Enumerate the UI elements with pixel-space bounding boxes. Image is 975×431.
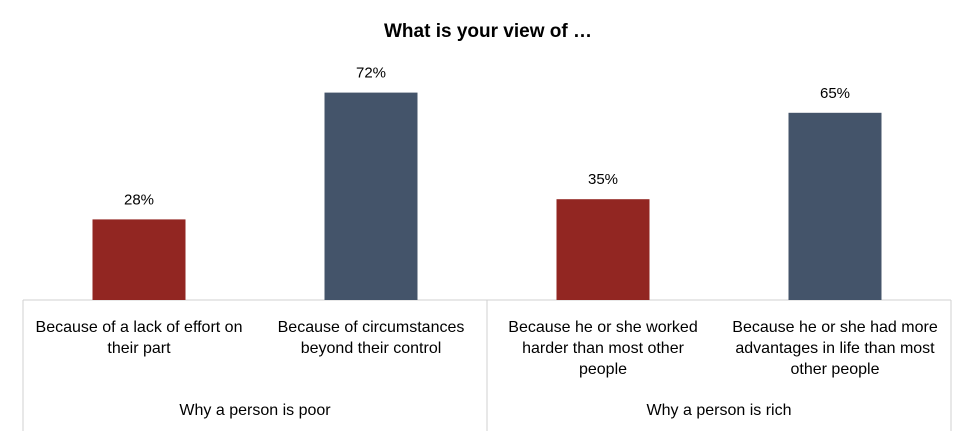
category-label-0-1: Because of circumstances beyond their con… — [278, 319, 465, 357]
data-label-1-0: 35% — [588, 171, 618, 188]
group-label-0: Why a person is poor — [179, 402, 331, 419]
data-label-0-1: 72% — [356, 65, 386, 82]
bar-0-1 — [324, 92, 418, 300]
data-label-0-0: 28% — [124, 191, 154, 208]
chart-title: What is your view of … — [384, 21, 592, 42]
category-label-1-1: Because he or she had more advantages in … — [732, 319, 938, 378]
category-label-line: beyond their control — [301, 340, 442, 357]
category-label-line: their part — [107, 340, 171, 357]
category-label-line: advantages in life than most — [735, 340, 935, 357]
category-label-0-0: Because of a lack of effort on their part — [36, 319, 243, 357]
bar-1-1 — [788, 112, 882, 300]
bars-layer — [92, 92, 882, 300]
bar-1-0 — [556, 199, 650, 300]
category-label-line: Because of circumstances — [278, 319, 465, 336]
category-label-line: other people — [791, 361, 880, 378]
data-label-1-1: 65% — [820, 85, 850, 102]
category-label-line: people — [579, 361, 627, 378]
bar-0-0 — [92, 219, 186, 300]
group-label-1: Why a person is rich — [647, 402, 792, 419]
category-label-line: Because he or she worked — [508, 319, 697, 336]
category-label-1-0: Because he or she worked harder than most… — [508, 319, 697, 378]
category-label-line: Because he or she had more — [732, 319, 938, 336]
labels-layer: 28% Because of a lack of effort on their p… — [36, 65, 938, 419]
category-label-line: harder than most other — [522, 340, 685, 357]
category-label-line: Because of a lack of effort on — [36, 319, 243, 336]
